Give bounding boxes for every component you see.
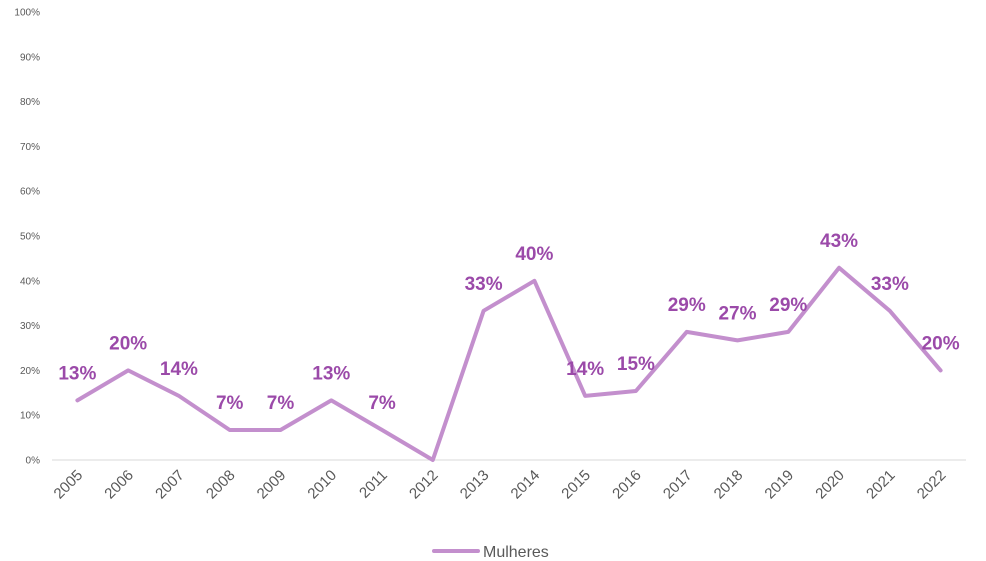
x-tick-label: 2011 [356, 467, 391, 502]
y-tick-label: 100% [14, 8, 40, 19]
data-label: 29% [769, 295, 807, 316]
data-label: 13% [312, 363, 350, 384]
legend: Mulheres [432, 544, 549, 561]
data-label: 7% [216, 393, 244, 414]
y-tick-label: 0% [26, 456, 41, 467]
data-label: 29% [668, 295, 706, 316]
data-label: 7% [368, 393, 396, 414]
data-label: 43% [820, 231, 858, 252]
y-tick-label: 10% [20, 411, 40, 422]
y-tick-label: 80% [20, 97, 40, 108]
data-labels: 13% 20% 14% 7% 7% 13% 7% 33% 40% 14% 15% 29% 27% 29% 4… [58, 231, 959, 414]
x-tick-label: 2015 [558, 467, 594, 503]
x-tick-label: 2009 [254, 467, 290, 503]
data-label: 14% [566, 359, 604, 380]
x-tick-label: 2020 [812, 467, 848, 503]
x-tick-label: 2007 [152, 467, 188, 503]
x-tick-label: 2013 [457, 467, 493, 503]
data-label: 13% [58, 363, 96, 384]
x-tick-label: 2022 [914, 467, 950, 503]
x-tick-label: 2016 [609, 467, 645, 503]
y-tick-label: 30% [20, 321, 40, 332]
series-line-mulheres [75, 265, 943, 462]
y-tick-label: 20% [20, 366, 40, 377]
y-axis-ticks: 0% 10% 20% 30% 40% 50% 60% 70% 80% 90% 100% [14, 8, 40, 467]
x-tick-label: 2017 [660, 467, 696, 503]
x-tick-label: 2014 [508, 467, 544, 503]
y-tick-label: 60% [20, 187, 40, 198]
data-label: 33% [871, 274, 909, 295]
x-tick-label: 2006 [101, 467, 137, 503]
legend-label-mulheres: Mulheres [483, 544, 549, 561]
x-tick-label: 2010 [304, 467, 340, 503]
x-tick-label: 2019 [761, 467, 797, 503]
y-tick-label: 40% [20, 276, 40, 287]
data-label: 20% [922, 333, 960, 354]
data-label: 40% [515, 244, 553, 265]
data-label: 27% [718, 303, 756, 324]
data-label: 33% [465, 274, 503, 295]
y-tick-label: 50% [20, 232, 40, 243]
x-tick-label: 2018 [711, 467, 747, 503]
y-tick-label: 70% [20, 142, 40, 153]
data-label: 20% [109, 333, 147, 354]
x-tick-label: 2021 [863, 467, 899, 503]
x-axis-ticks: 2005 2006 2007 2008 2009 2010 2011 2012 2013 2014… [51, 467, 950, 503]
x-tick-label: 2012 [406, 467, 442, 503]
data-label: 7% [267, 393, 295, 414]
x-tick-label: 2005 [51, 467, 87, 503]
x-tick-label: 2008 [203, 467, 239, 503]
data-label: 15% [617, 354, 655, 375]
y-tick-label: 90% [20, 52, 40, 63]
data-label: 14% [160, 359, 198, 380]
